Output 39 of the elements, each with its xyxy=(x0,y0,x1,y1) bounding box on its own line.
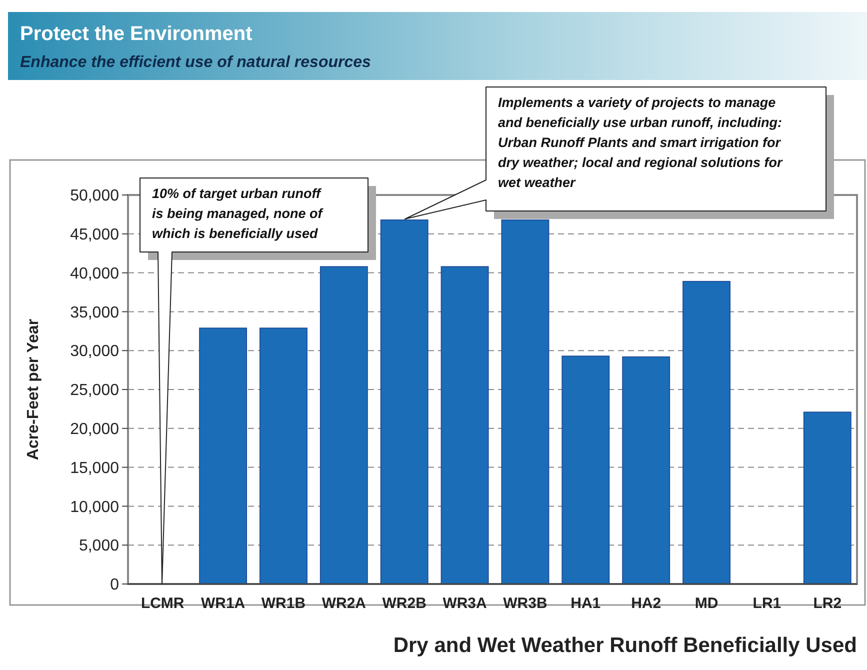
chart-title: Protect the Environment xyxy=(20,23,253,45)
x-axis-title: Dry and Wet Weather Runoff Beneficially Used xyxy=(393,634,857,657)
y-tick-label: 50,000 xyxy=(70,188,120,205)
y-tick-label: 25,000 xyxy=(70,382,120,400)
text: Implements a variety of projects to manage and beneficially use urban runoff, including: Urban Runoff Plants and smart irrigation for dry weather; local and regional solutions for wet weather xyxy=(498,95,784,190)
y-tick-label: 20,000 xyxy=(70,421,120,438)
y-tick-label: 10,000 xyxy=(70,498,120,516)
x-tick-label: LCMR xyxy=(140,595,184,612)
x-tick-label: WR2B xyxy=(382,595,427,612)
y-tick-label: 45,000 xyxy=(70,226,120,244)
x-tick-label: WR1A xyxy=(200,595,246,612)
y-tick-label: 30,000 xyxy=(70,343,120,360)
bar xyxy=(380,219,428,584)
bar xyxy=(803,412,852,584)
bar xyxy=(682,280,730,584)
bar xyxy=(320,266,368,584)
x-tick-label: LR2 xyxy=(813,595,842,612)
bar xyxy=(440,266,489,584)
y-tick-label: 15,000 xyxy=(70,460,120,477)
x-tick-label: WR1B xyxy=(261,595,306,612)
bar xyxy=(622,356,670,584)
x-tick-label: HA1 xyxy=(570,595,601,612)
x-tick-label: WR3A xyxy=(442,595,488,612)
x-tick-label: WR2A xyxy=(322,595,366,612)
y-tick-label: 40,000 xyxy=(70,265,120,282)
bar xyxy=(501,219,550,584)
bar xyxy=(260,328,308,584)
y-tick-label: 35,000 xyxy=(70,304,120,322)
y-axis-title: Acre-Feet per Year xyxy=(25,318,42,460)
annotation: 10% of target urban runoff is being managed, none of which is beneficially used xyxy=(152,186,324,241)
x-tick-label: HA2 xyxy=(631,595,662,612)
y-tick-label: 0 xyxy=(110,576,120,594)
chart-subtitle: Enhance the efficient use of natural resources xyxy=(20,54,372,71)
bar xyxy=(199,328,248,584)
x-tick-label: MD xyxy=(694,595,718,612)
x-tick-label: WR3B xyxy=(503,595,548,612)
bar xyxy=(562,356,610,584)
y-tick-label: 5,000 xyxy=(78,538,120,555)
x-tick-label: LR1 xyxy=(752,595,782,612)
